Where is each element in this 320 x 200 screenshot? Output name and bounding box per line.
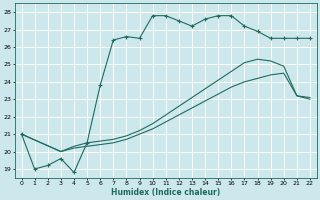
X-axis label: Humidex (Indice chaleur): Humidex (Indice chaleur) [111, 188, 220, 197]
